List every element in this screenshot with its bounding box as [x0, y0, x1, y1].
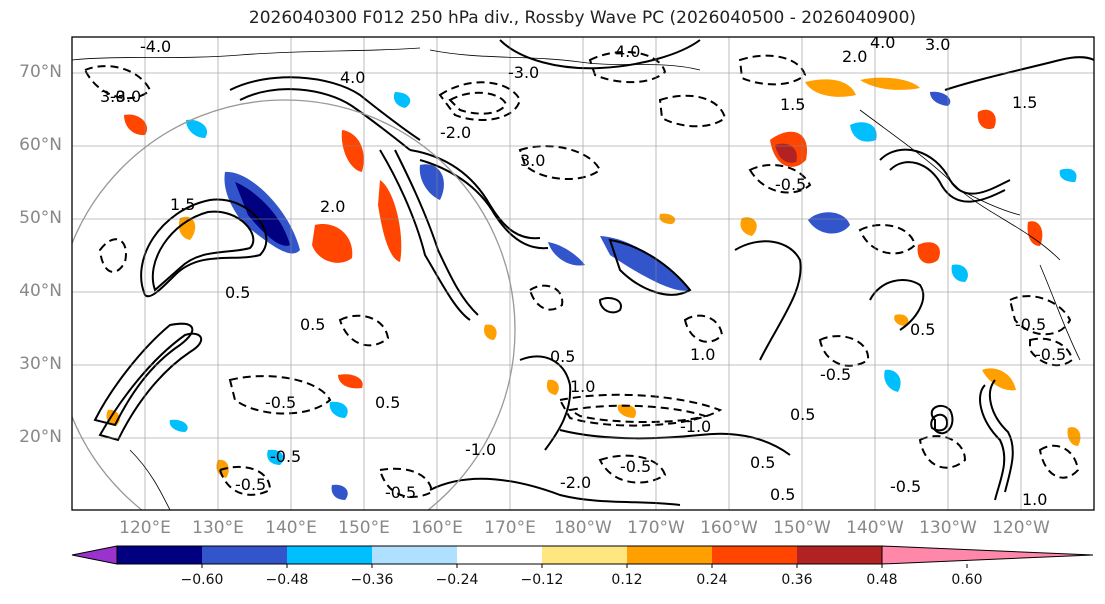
contour-label: 0.5 — [790, 405, 815, 424]
contour-label: 2.0 — [842, 47, 867, 66]
lon-label: 170°W — [627, 518, 685, 538]
contour-label: -0.5 — [235, 475, 266, 494]
lon-label: 140°E — [265, 518, 317, 538]
contour-label: 0.5 — [550, 347, 575, 366]
map-title: 2026040300 F012 250 hPa div., Rossby Wav… — [248, 8, 917, 28]
lon-label: 130°E — [192, 518, 244, 538]
contour-label: -0.5 — [620, 457, 651, 476]
lon-label: 150°E — [338, 518, 390, 538]
contour-label: -0.5 — [1035, 345, 1066, 364]
contour-label: -1.0 — [680, 417, 711, 436]
contour-label: 1.0 — [570, 377, 595, 396]
contour-label: -0.5 — [820, 365, 851, 384]
contour-label: 4.0 — [870, 33, 895, 52]
contour-label: -4.0 — [140, 37, 171, 56]
colorbar-tick-label: 0.24 — [696, 572, 728, 588]
contour-label: 1.5 — [1012, 93, 1037, 112]
contour-label: 0.5 — [750, 453, 775, 472]
colorbar-segment — [117, 546, 202, 564]
lat-label: 20°N — [19, 427, 62, 447]
contour-label: 0.5 — [375, 393, 400, 412]
lon-label: 160°E — [411, 518, 463, 538]
lon-label: 160°W — [700, 518, 758, 538]
lat-label: 50°N — [19, 208, 62, 228]
contour-label: 1.5 — [170, 195, 195, 214]
lon-label: 120°E — [119, 518, 171, 538]
colorbar-segment — [797, 546, 882, 564]
negative-contours — [83, 50, 1080, 498]
map-frame — [71, 36, 1095, 511]
colorbar-tick-label: −0.12 — [520, 572, 564, 588]
shading-layer — [106, 77, 1081, 500]
contour-label: -0.5 — [265, 393, 296, 412]
colorbar-segment — [542, 546, 627, 564]
lon-label: 170°E — [484, 518, 536, 538]
contour-label: 1.5 — [780, 95, 805, 114]
lat-label: 70°N — [19, 62, 62, 82]
positive-contours — [93, 39, 1094, 506]
colorbar-tick-label: −0.48 — [265, 572, 309, 588]
lon-label: 120°W — [992, 518, 1050, 538]
contour-label: -0.5 — [270, 447, 301, 466]
lat-label: 30°N — [19, 354, 62, 374]
contour-label: 4.0 — [615, 42, 640, 61]
colorbar-segment — [202, 546, 287, 564]
colorbar-tick-label: 0.36 — [781, 572, 813, 588]
colorbar-segment — [287, 546, 372, 564]
colorbar-segment — [627, 546, 712, 564]
lon-label: 130°W — [919, 518, 977, 538]
contour-label: -3.0 — [508, 63, 539, 82]
contour-label: 0.5 — [225, 283, 250, 302]
colorbar-segment — [457, 546, 542, 564]
colorbar-tick-label: 0.60 — [951, 572, 983, 588]
lat-label: 60°N — [19, 135, 62, 155]
contour-label: 3.0 — [925, 35, 950, 54]
contour-label: 3.0 — [100, 87, 125, 106]
contour-label: 2.0 — [320, 197, 345, 216]
contour-label: -1.0 — [465, 440, 496, 459]
colorbar-tick-label: −0.24 — [435, 572, 479, 588]
colorbar-segment — [712, 546, 797, 564]
contour-label: 0.5 — [770, 485, 795, 504]
colorbar-extend-low — [71, 545, 118, 565]
contour-label: 3.0 — [520, 151, 545, 170]
contour-labels: 4.0 4.0 4.0 3.0 3.0 3.0 2.0 2.0 1.5 1.5 … — [100, 33, 1066, 509]
contour-label: 1.0 — [1022, 490, 1047, 509]
region-circle — [72, 99, 516, 510]
contour-label: -2.0 — [560, 473, 591, 492]
colorbar-tick-label: 0.12 — [611, 572, 643, 588]
contour-label: -0.5 — [775, 175, 806, 194]
contour-label: -0.5 — [1015, 315, 1046, 334]
graticule — [72, 37, 1094, 510]
colorbar-segment — [372, 546, 457, 564]
lon-label: 150°W — [773, 518, 831, 538]
contour-label: 1.0 — [690, 345, 715, 364]
contour-label: -0.5 — [890, 477, 921, 496]
contour-label: -3.0 — [110, 87, 141, 106]
colorbar-tick-label: −0.36 — [350, 572, 394, 588]
contour-label: 0.5 — [910, 320, 935, 339]
contour-label: -2.0 — [440, 123, 471, 142]
coastlines — [72, 47, 1081, 510]
colorbar-outline — [116, 545, 883, 565]
contour-label: -0.5 — [385, 483, 416, 502]
colorbar-tick-label: −0.60 — [180, 572, 224, 588]
colorbar-extend-high — [881, 545, 1094, 565]
contour-label: 4.0 — [340, 68, 365, 87]
lon-label: 180°W — [554, 518, 612, 538]
lat-label: 40°N — [19, 281, 62, 301]
colorbar-tick-label: 0.48 — [866, 572, 898, 588]
lon-label: 140°W — [846, 518, 904, 538]
contour-label: 0.5 — [300, 315, 325, 334]
